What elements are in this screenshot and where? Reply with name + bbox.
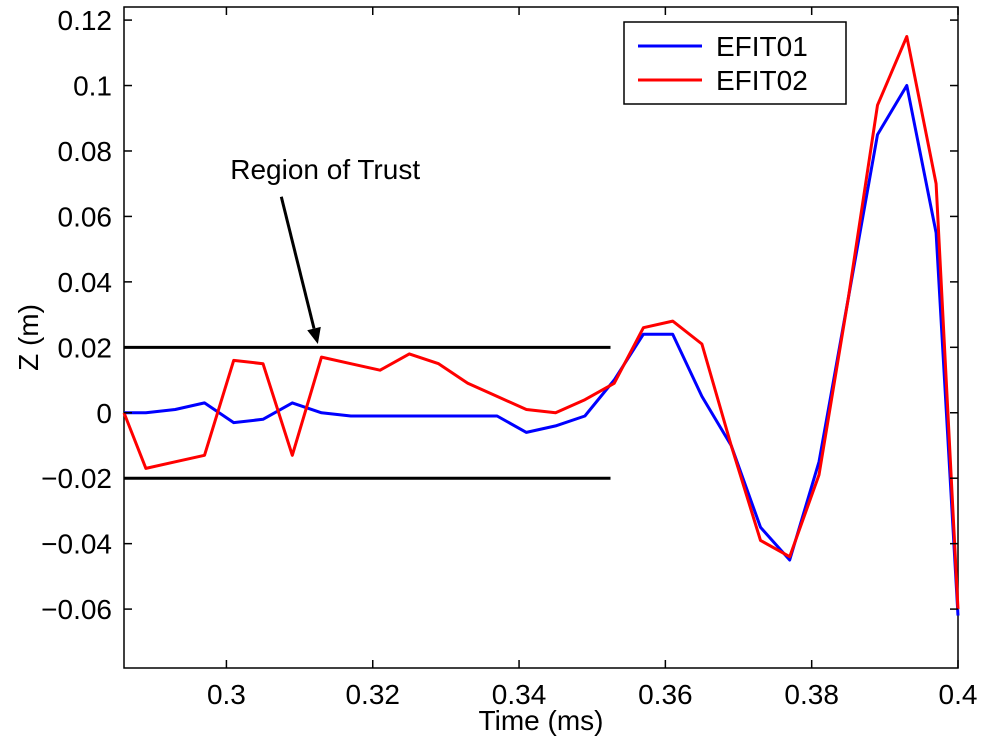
y-tick-label: 0.08	[58, 136, 113, 167]
legend-label-efit02: EFIT02	[716, 65, 808, 96]
y-tick-label: −0.04	[41, 529, 112, 560]
x-tick-label: 0.36	[638, 679, 693, 710]
y-tick-label: 0.02	[58, 332, 113, 363]
y-tick-label: −0.02	[41, 463, 112, 494]
legend: EFIT01 EFIT02	[623, 21, 847, 105]
y-axis-label: Z (m)	[13, 304, 44, 371]
annotation-arrow-head	[307, 326, 321, 345]
series-layer	[122, 35, 960, 616]
x-tick-label: 0.34	[492, 679, 547, 710]
y-tick-label: 0.1	[73, 71, 112, 102]
y-axis: −0.06 −0.04 −0.02 0 0.02 0.04 0.06 0.08 0.1 0.12	[41, 5, 958, 625]
y-tick-label: 0	[96, 398, 112, 429]
x-tick-label: 0.38	[784, 679, 839, 710]
legend-box	[623, 21, 847, 105]
annotation-layer: Region of Trust	[230, 154, 420, 345]
series-line-efit01	[124, 84, 960, 616]
annotation-text: Region of Trust	[230, 154, 420, 185]
reference-lines	[124, 345, 611, 480]
x-tick-label: 0.3	[207, 679, 246, 710]
y-tick-label: 0.12	[58, 5, 113, 36]
annotation-arrow-shaft	[279, 196, 316, 329]
x-tick-label: 0.32	[345, 679, 400, 710]
y-tick-label: −0.06	[41, 594, 112, 625]
legend-label-efit01: EFIT01	[716, 31, 808, 62]
x-axis-label: Time (ms)	[479, 705, 604, 736]
x-tick-label: 0.4	[939, 679, 978, 710]
y-tick-label: 0.04	[58, 267, 113, 298]
series-line-efit02	[122, 35, 960, 610]
plot-area	[123, 6, 959, 669]
x-axis: 0.3 0.32 0.34 0.36 0.38 0.4	[207, 7, 978, 710]
y-tick-label: 0.06	[58, 201, 113, 232]
